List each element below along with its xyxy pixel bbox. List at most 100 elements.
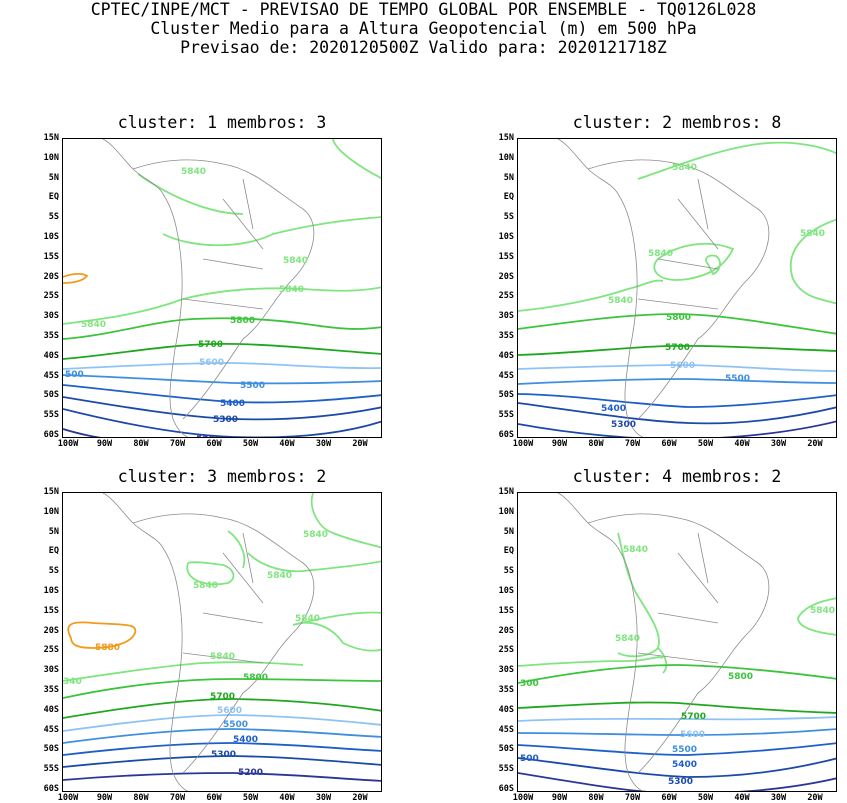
contour-5840: [63, 286, 381, 325]
contour-label: 5700: [681, 712, 706, 722]
contour-5200: [719, 420, 836, 437]
contour-label: 5840: [800, 229, 825, 239]
coastline: [102, 139, 315, 437]
panel-title-cluster-4: cluster: 4 membros: 2: [572, 467, 782, 486]
contour-5840: [227, 530, 381, 573]
contour-5200: [63, 428, 102, 437]
contour-label: 5840: [81, 320, 106, 330]
contour-label: 5400: [601, 404, 626, 414]
lon-tick-label: 50W: [697, 439, 714, 449]
lat-tick-label: 55S: [43, 764, 59, 775]
lon-tick-label: 90W: [96, 793, 113, 803]
lat-tick-label: EQ: [503, 546, 514, 557]
lat-tick-label: 35S: [498, 331, 514, 341]
lat-tick-label: 5S: [48, 566, 59, 577]
lat-tick-label: 60S: [498, 784, 514, 794]
contour-5600: [518, 716, 836, 722]
lon-tick-label: 40W: [279, 439, 295, 449]
lon-tick-label: 30W: [770, 439, 787, 449]
lat-tick-label: 40S: [43, 350, 59, 361]
contour-5200: [518, 772, 836, 791]
contour-5840: [186, 561, 235, 586]
lat-tick-label: 60S: [43, 784, 59, 794]
lat-tick-label: 20S: [498, 271, 514, 282]
lat-tick-label: 10N: [498, 506, 514, 517]
contour-5800: [518, 664, 836, 684]
contour-5700: [63, 342, 381, 360]
lon-tick-label: 50W: [697, 793, 714, 803]
contour-label: 5880: [95, 643, 120, 653]
lat-tick-label: 35S: [43, 685, 59, 695]
lat-tick-label: 50S: [43, 390, 59, 401]
contour-label: 5600: [680, 730, 705, 740]
lat-tick-label: 10N: [43, 506, 59, 517]
map-panel-cluster-2: 5840 5840 5840 5840 5800 5700 5600 5500 …: [517, 138, 837, 438]
contour-5500: [518, 378, 836, 385]
lat-tick-label: 55S: [498, 764, 514, 775]
lon-tick-label: 90W: [96, 439, 113, 449]
lon-tick-label: 80W: [588, 439, 604, 449]
lat-tick-label: 10S: [43, 586, 59, 596]
contour-5300-b: [518, 423, 635, 437]
lon-tick-label: 30W: [315, 439, 332, 449]
lat-tick-label: 25S: [43, 291, 59, 302]
lat-tick-label: 10N: [498, 152, 514, 163]
lat-tick-label: 5N: [48, 526, 59, 537]
lat-tick-label: 5S: [503, 212, 514, 223]
lon-tick-label: 80W: [588, 793, 604, 803]
contour-5880: [63, 272, 89, 284]
contour-5800: [518, 313, 836, 335]
lat-tick-label: 5N: [48, 172, 59, 183]
lat-tick-label: 50S: [498, 390, 514, 401]
lat-tick-label: 45S: [43, 724, 59, 735]
lon-tick-label: 30W: [315, 793, 332, 803]
lat-tick-label: 10N: [43, 152, 59, 163]
lon-tick-label: 60W: [661, 439, 677, 449]
contour-label: 5500: [672, 745, 697, 755]
contour-5200: [63, 772, 381, 782]
lat-tick-label: 15S: [498, 251, 514, 262]
lon-tick-label: 100W: [512, 793, 534, 803]
lat-tick-label: 15N: [43, 487, 59, 497]
contour-5840: [162, 216, 381, 247]
lat-tick-label: 15S: [43, 251, 59, 262]
contour-5800: [63, 678, 381, 699]
contour-5700: [518, 344, 836, 356]
contour-5840: [705, 254, 721, 276]
contour-label: 5840: [279, 285, 304, 295]
contour-label: 5300: [211, 750, 236, 760]
lat-tick-label: 20S: [498, 625, 514, 636]
lon-tick-label: 20W: [352, 793, 368, 803]
lon-tick-label: 50W: [242, 439, 259, 449]
lat-tick-label: 50S: [43, 744, 59, 755]
contour-label: 5840: [267, 571, 292, 581]
contour-label: 5840: [810, 606, 835, 616]
contour-5300: [63, 755, 381, 768]
lat-tick-label: 15N: [498, 487, 514, 497]
lat-tick-label: 10S: [498, 232, 514, 242]
contour-label: 5840: [303, 530, 328, 540]
contour-5300: [518, 757, 836, 778]
lat-tick-label: 45S: [43, 370, 59, 381]
lat-tick-label: 50S: [498, 744, 514, 755]
lon-tick-label: 90W: [551, 793, 568, 803]
lat-tick-label: 55S: [43, 410, 59, 421]
contour-5880: [67, 621, 137, 649]
lat-tick-label: 30S: [498, 311, 514, 322]
lat-tick-label: EQ: [503, 192, 514, 203]
contour-label: 500: [65, 370, 84, 380]
contour-5300: [518, 402, 836, 425]
lat-tick-label: 5S: [503, 566, 514, 577]
contour-label: 5500: [725, 374, 750, 384]
lat-tick-label: 30S: [43, 311, 59, 322]
contour-label: 5300: [213, 415, 238, 425]
lon-tick-label: 20W: [807, 793, 823, 803]
panel-title-cluster-1: cluster: 1 membros: 3: [117, 113, 327, 132]
contour-label: 5800: [230, 316, 255, 326]
contour-5300-b: [63, 408, 381, 437]
contour-5840: [617, 532, 668, 674]
panel-title-cluster-3: cluster: 3 membros: 2: [117, 467, 327, 486]
lat-tick-label: 40S: [498, 704, 514, 715]
contour-5800: [63, 317, 381, 340]
contour-label: 5800: [243, 673, 268, 683]
